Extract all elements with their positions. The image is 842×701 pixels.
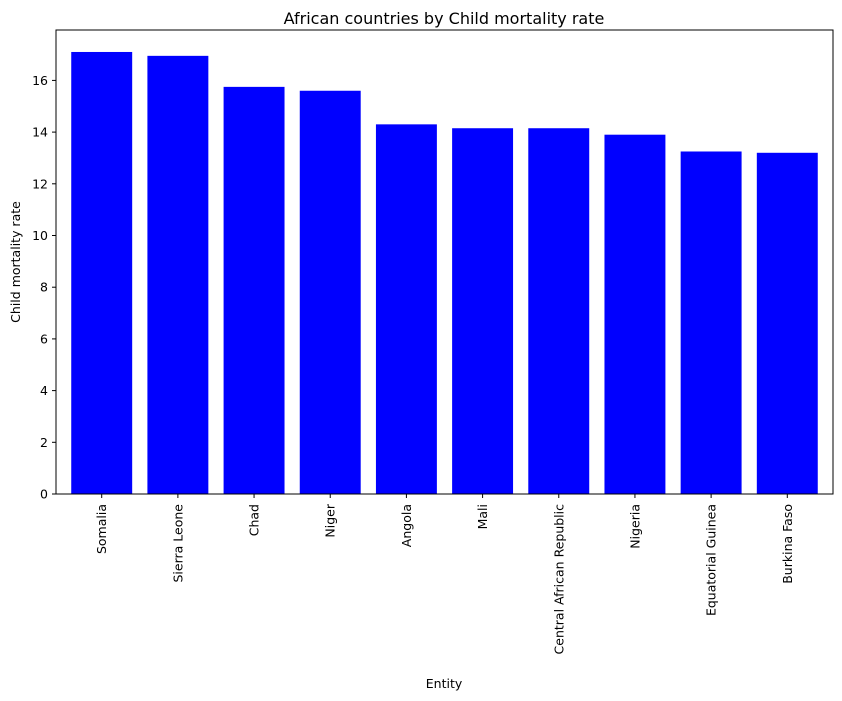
x-tick-label: Mali bbox=[475, 504, 490, 529]
x-tick-label: Angola bbox=[399, 504, 414, 547]
y-axis: 0 2 4 6 8 10 12 14 16 bbox=[32, 73, 56, 502]
bar-somalia bbox=[71, 51, 133, 494]
x-axis-label: Entity bbox=[426, 676, 463, 691]
x-tick-label: Chad bbox=[247, 504, 262, 536]
bar-central-african-republic bbox=[528, 128, 590, 495]
plot-frame bbox=[55, 29, 834, 495]
x-tick-label: Nigeria bbox=[627, 504, 642, 549]
y-tick-label: 16 bbox=[32, 73, 48, 88]
x-tick-label: Equatorial Guinea bbox=[704, 504, 719, 616]
bar-mali bbox=[452, 128, 514, 495]
bar-burkina-faso bbox=[756, 152, 818, 495]
bar-chad bbox=[223, 86, 285, 495]
x-tick-label: Sierra Leone bbox=[170, 504, 185, 583]
y-tick-label: 0 bbox=[40, 487, 48, 502]
y-tick-label: 2 bbox=[40, 435, 48, 450]
bar-sierra-leone bbox=[147, 55, 209, 494]
y-tick-label: 14 bbox=[32, 125, 48, 140]
y-axis-label: Child mortality rate bbox=[8, 201, 23, 323]
y-tick-label: 4 bbox=[40, 383, 48, 398]
bar-equatorial-guinea bbox=[680, 151, 742, 495]
x-tick-label: Somalia bbox=[94, 504, 109, 554]
bars-group bbox=[71, 51, 818, 495]
y-tick-label: 12 bbox=[32, 176, 48, 191]
y-tick-label: 8 bbox=[40, 280, 48, 295]
y-tick-label: 10 bbox=[32, 228, 48, 243]
x-tick-label: Burkina Faso bbox=[780, 504, 795, 584]
x-axis: Somalia Sierra Leone Chad Niger Angola Mali Ce… bbox=[94, 494, 795, 654]
chart-title: African countries by Child mortality rat… bbox=[284, 9, 605, 28]
x-tick-label: Central African Republic bbox=[551, 504, 566, 655]
bar-angola bbox=[375, 124, 437, 494]
x-tick-label: Niger bbox=[323, 503, 338, 537]
y-tick-label: 6 bbox=[40, 331, 48, 346]
bar-niger bbox=[299, 90, 361, 494]
bar-nigeria bbox=[604, 134, 666, 494]
